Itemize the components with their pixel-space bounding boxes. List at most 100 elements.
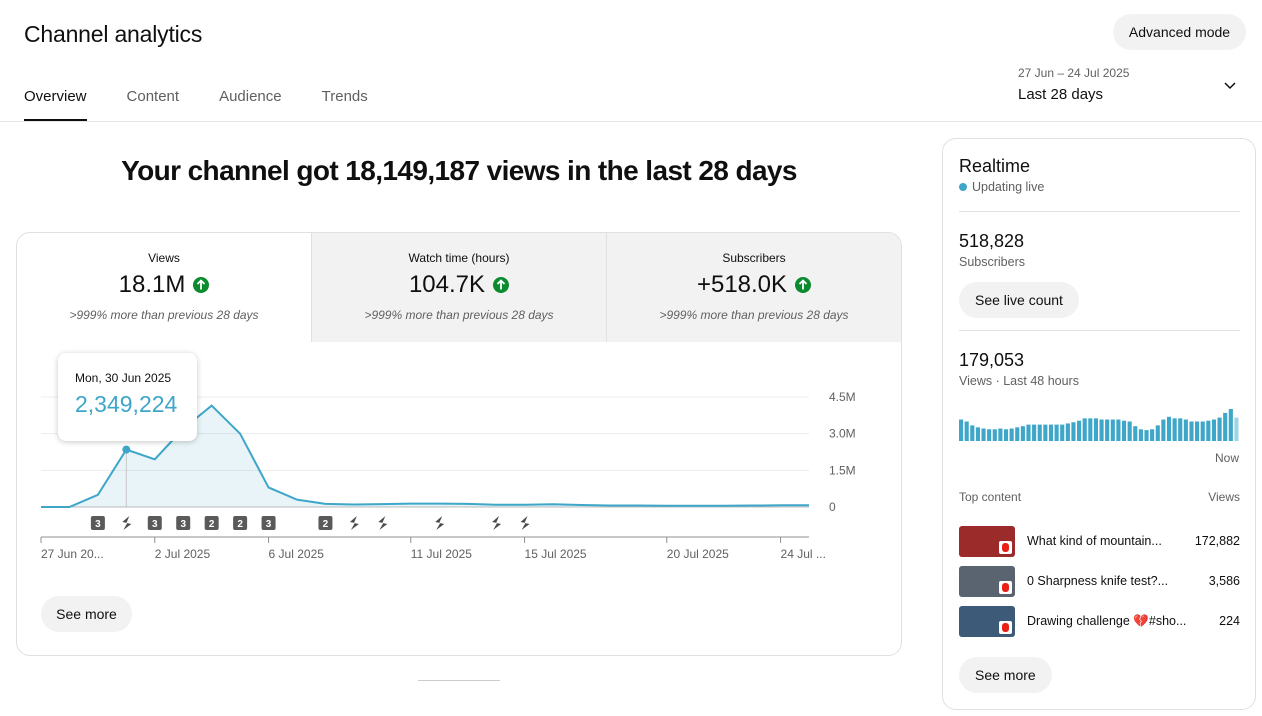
top-content-row[interactable]: 0 Sharpness knife test?... 3,586 [959,565,1240,597]
metric-value-row: +518.0K [697,271,812,299]
y-tick-label: 4.5M [829,390,856,404]
realtime-bar [1121,420,1127,441]
realtime-bar [1003,429,1009,441]
video-count-marker [204,516,219,530]
realtime-see-more-button[interactable]: See more [959,657,1052,693]
overview-card: Views 18.1M >999% more than previous 28 … [16,232,902,656]
metric-views[interactable]: Views 18.1M >999% more than previous 28 … [17,233,311,342]
x-tick-label: 15 Jul 2025 [525,547,587,561]
realtime-bar [1223,412,1228,441]
video-count-label: 2 [237,519,243,530]
chevron-down-icon [1224,82,1236,90]
realtime-bar [1211,419,1217,441]
realtime-bar [992,429,997,441]
video-title: What kind of mountain... [1027,534,1162,548]
video-count-marker [233,516,248,530]
date-range-selector[interactable]: 27 Jun – 24 Jul 2025 Last 28 days [1018,66,1243,106]
metric-subscribers[interactable]: Subscribers +518.0K >999% more than prev… [606,233,901,342]
shorts-icon [999,540,1012,554]
live-dot-icon [959,183,967,191]
video-views: 3,586 [1208,574,1240,588]
realtime-bar [1071,422,1076,441]
video-count-marker [176,516,191,530]
realtime-bar [1138,429,1143,441]
shorts-icon [349,516,359,530]
realtime-bar [1099,419,1104,441]
series-line [41,404,809,508]
metric-label: Views [148,251,180,265]
video-count-label: 3 [152,519,158,530]
video-title: 0 Sharpness knife test?... [1027,574,1169,588]
realtime-bar [998,428,1003,441]
realtime-bar [975,427,980,441]
shorts-icon [378,516,388,530]
y-tick-label: 1.5M [829,463,856,477]
top-content-row[interactable]: What kind of mountain... 172,882 [959,525,1240,557]
realtime-subscribers-label: Subscribers [959,255,1025,269]
see-live-count-button[interactable]: See live count [959,282,1079,318]
x-tick-label: 27 Jun 20... [41,547,104,561]
top-content-row[interactable]: Drawing challenge 💔#sho... 224 [959,605,1240,637]
realtime-bar [1195,421,1200,441]
realtime-bar [1020,426,1025,441]
video-thumbnail [959,605,1015,637]
tooltip-point [122,445,131,454]
x-tick-label: 24 Jul ... [781,547,826,561]
arrow-up-icon [493,277,510,293]
y-tick-label: 3.0M [829,427,856,441]
realtime-bar [1060,424,1065,441]
realtime-bar [1161,419,1166,441]
now-label: Now [1214,451,1239,465]
series-area [41,405,809,507]
realtime-bar [1178,418,1183,441]
y-tick-label: 0 [829,500,836,514]
video-count-marker [318,516,333,530]
video-count-marker [147,516,162,530]
x-tick-label: 20 Jul 2025 [667,547,729,561]
realtime-bar [981,428,986,441]
video-count-label: 3 [266,519,272,530]
realtime-bar [1037,424,1042,441]
metric-note: >999% more than previous 28 days [69,308,259,322]
realtime-bar [1026,424,1031,441]
views-chart: 0 1.5M 3.0M 4.5M 3 3 3 2 2 3 2 27 Jun 20... 2 Jul 20… [40,390,856,561]
metric-note: >999% more than previous 28 days [364,308,554,322]
tab-trends[interactable]: Trends [321,88,368,105]
realtime-card: Realtime Updating live 518,828 Subscribe… [942,138,1256,710]
page-title: Channel analytics [24,21,203,47]
x-tick-label: 6 Jul 2025 [269,547,325,561]
see-more-button[interactable]: See more [41,596,132,632]
top-content-label: Top content [959,490,1022,504]
tooltip-value: 2,349,224 [75,391,178,417]
realtime-bar [1217,417,1222,441]
shorts-icon [492,516,502,530]
shorts-icon [122,516,132,530]
tab-audience[interactable]: Audience [219,88,282,105]
tab-overview[interactable]: Overview [24,88,87,121]
realtime-bar [964,421,969,441]
realtime-bar [1228,409,1233,441]
realtime-title: Realtime [959,156,1031,176]
metric-watch-time[interactable]: Watch time (hours) 104.7K >999% more tha… [311,233,606,342]
headline: Your channel got 18,149,187 views in the… [121,155,797,186]
shorts-icon [520,516,530,530]
arrow-up-icon [193,277,210,293]
realtime-bar [1189,421,1194,441]
realtime-bar [1116,419,1121,441]
metric-tabs: Views 18.1M >999% more than previous 28 … [17,233,901,342]
metric-note: >999% more than previous 28 days [659,308,849,322]
realtime-views-bars [959,409,1239,441]
date-range-span: 27 Jun – 24 Jul 2025 [1018,66,1130,80]
arrow-up-icon [795,277,812,293]
tab-content[interactable]: Content [126,88,180,105]
metric-label: Watch time (hours) [408,251,510,265]
video-title: Drawing challenge 💔#sho... [1027,613,1187,628]
video-count-label: 3 [95,519,101,530]
realtime-views-value: 179,053 [959,350,1025,370]
metric-label: Subscribers [722,251,786,265]
realtime-bar [1200,421,1205,441]
video-count-label: 2 [323,519,329,530]
video-thumbnail [959,525,1015,557]
advanced-mode-button[interactable]: Advanced mode [1113,14,1246,50]
tooltip-date: Mon, 30 Jun 2025 [75,371,172,385]
